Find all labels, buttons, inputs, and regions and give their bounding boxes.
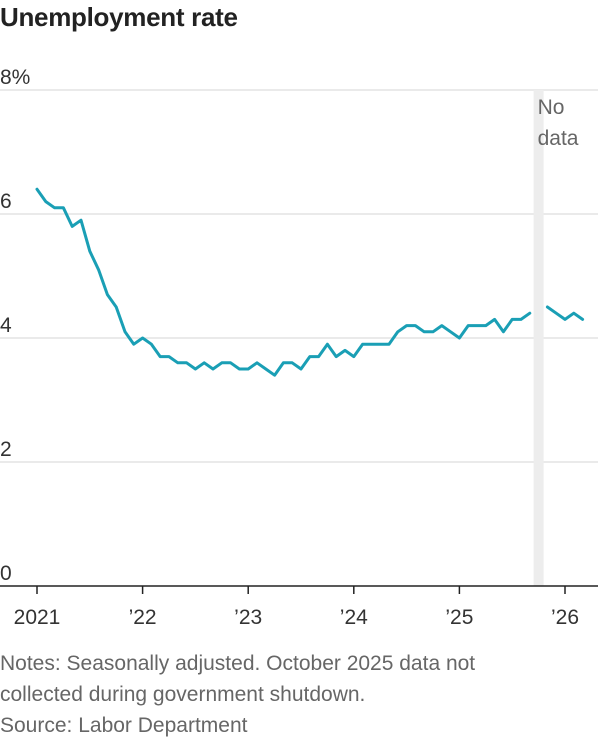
y-tick-label: 8% (0, 66, 30, 89)
no-data-label-line: data (538, 127, 579, 150)
no-data-band (533, 90, 544, 586)
notes-line-2: collected during government shutdown. (0, 683, 366, 706)
x-tick-label: ’26 (551, 606, 579, 629)
gridlines (0, 89, 598, 463)
x-tick-label: ’23 (234, 606, 262, 629)
no-data-label-line: No (538, 96, 565, 119)
x-tick-label: ’24 (340, 606, 368, 629)
unemployment-line-segment-1 (35, 187, 532, 377)
chart-notes: Notes: Seasonally adjusted. October 2025… (0, 648, 600, 741)
y-tick-label: 2 (0, 438, 12, 461)
y-tick-label: 4 (0, 314, 12, 337)
y-tick-label: 0 (0, 562, 12, 585)
x-tick-label: ’22 (129, 606, 157, 629)
source-note: Source: Labor Department (0, 714, 248, 737)
no-data-annotation: No data (533, 90, 579, 586)
x-tick-label: 2021 (14, 606, 61, 629)
notes-line-1: Notes: Seasonally adjusted. October 2025… (0, 652, 476, 675)
y-tick-label: 6 (0, 190, 12, 213)
x-tick-label: ’25 (445, 606, 473, 629)
series-layer (35, 187, 585, 377)
unemployment-line-segment-2 (545, 305, 585, 321)
chart-title: Unemployment rate (0, 2, 238, 32)
